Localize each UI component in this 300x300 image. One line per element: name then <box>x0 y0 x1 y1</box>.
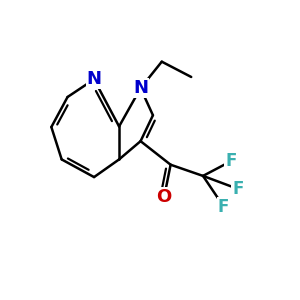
Text: N: N <box>133 79 148 97</box>
Text: F: F <box>218 197 229 215</box>
Text: O: O <box>157 188 172 206</box>
Text: F: F <box>232 180 243 198</box>
Text: N: N <box>87 70 102 88</box>
Text: F: F <box>225 152 237 170</box>
